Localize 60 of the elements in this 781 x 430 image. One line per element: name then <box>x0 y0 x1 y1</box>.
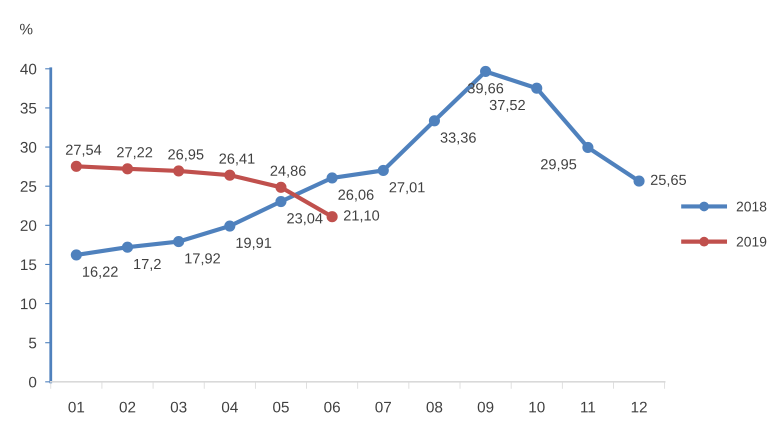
point <box>70 160 82 172</box>
x-tick-label: 09 <box>478 402 494 413</box>
point <box>224 220 236 232</box>
point <box>480 66 492 78</box>
data-label: 24,86 <box>270 166 306 178</box>
data-label: 25,65 <box>650 174 686 187</box>
data-label: 33,36 <box>440 132 476 144</box>
data-label: 29,95 <box>541 159 576 172</box>
y-tick-label: 20 <box>20 220 36 232</box>
point <box>378 164 389 176</box>
point <box>275 182 287 193</box>
y-tick-label: 5 <box>28 338 36 348</box>
point <box>122 242 134 253</box>
point <box>173 165 184 176</box>
point <box>70 249 82 260</box>
data-label: 27,01 <box>390 182 425 194</box>
legend-label: 2019 <box>736 236 766 247</box>
x-tick-label: 07 <box>375 402 392 413</box>
y-tick-label: 30 <box>20 142 36 153</box>
data-label: 23,04 <box>287 213 323 226</box>
data-label: 37,52 <box>490 100 525 112</box>
data-label: 26,06 <box>338 190 374 202</box>
point <box>531 82 542 94</box>
x-tick-label: 06 <box>324 402 340 413</box>
point <box>275 196 287 208</box>
data-label: 17,2 <box>134 258 161 271</box>
y-tick-label: 35 <box>20 102 36 114</box>
data-label: 39,66 <box>468 83 504 96</box>
y-tick-label: 10 <box>21 298 36 310</box>
x-tick-label: 10 <box>529 402 545 413</box>
y-tick-label: 25 <box>20 181 36 192</box>
y-tick-label: 40 <box>20 64 36 74</box>
point <box>428 115 440 126</box>
x-tick-label: 03 <box>170 402 186 413</box>
data-label: 26,41 <box>219 153 254 166</box>
data-label: 16,22 <box>83 266 118 279</box>
x-tick-label: 11 <box>581 402 596 412</box>
point <box>173 236 184 248</box>
data-label: 17,92 <box>185 253 220 266</box>
legend-label: 2018 <box>736 202 766 212</box>
data-label: 19,91 <box>236 238 272 250</box>
x-tick-label: 02 <box>120 402 136 413</box>
point <box>633 176 645 187</box>
x-tick-label: 04 <box>222 402 238 413</box>
data-label: 21,10 <box>344 210 380 222</box>
data-label: 26,95 <box>168 149 204 162</box>
x-tick-label: 01 <box>68 402 84 413</box>
data-label: 27,54 <box>66 144 102 157</box>
x-tick-label: 12 <box>632 402 647 412</box>
point <box>582 142 594 154</box>
point <box>224 170 236 181</box>
x-tick-label: 08 <box>426 402 442 413</box>
y-tick-label: 0 <box>28 376 36 388</box>
point <box>326 211 338 222</box>
point <box>122 163 134 174</box>
x-tick-label: 05 <box>273 402 289 413</box>
y-tick-label: 15 <box>21 259 36 270</box>
y-axis-title: % <box>20 24 32 34</box>
data-label: 27,22 <box>117 147 152 160</box>
point <box>326 172 338 184</box>
